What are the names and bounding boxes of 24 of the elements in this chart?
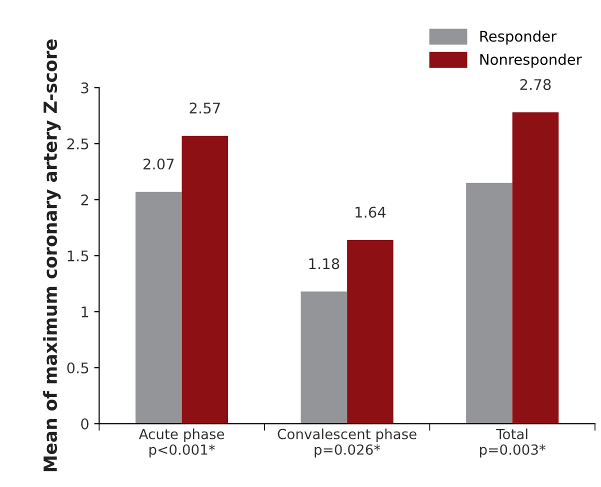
data-label: 2.07: [143, 158, 174, 170]
legend-label: Nonresponder: [480, 54, 582, 68]
x-tick-label: Acute phase p<0.001*: [138, 428, 224, 458]
y-tick-label: 0.5: [67, 362, 88, 374]
bar: [512, 112, 559, 424]
data-label: 1.64: [356, 206, 386, 218]
y-tick-label: 1.5: [68, 250, 88, 262]
legend-label: Responder: [480, 30, 557, 45]
bar: [300, 292, 348, 424]
y-tick-label: 2: [81, 194, 88, 206]
bar: [466, 182, 512, 424]
data-label: 2.78: [520, 79, 551, 90]
y-tick-label: 3: [81, 82, 88, 94]
bar: [182, 136, 228, 424]
x-tick-label: Total p=0.003*: [480, 428, 546, 458]
data-label: 1.18: [309, 258, 340, 270]
bar: [136, 192, 182, 424]
y-tick-label: 0: [81, 418, 88, 430]
y-axis-title: Mean of maximum coronary artery Z-score: [43, 39, 61, 472]
bar: [347, 240, 394, 424]
data-label: 2.57: [190, 102, 220, 114]
x-tick-label: Convalescent phase p=0.026*: [278, 428, 416, 458]
y-tick-label: 1: [82, 306, 88, 318]
y-tick-label: 2.5: [67, 138, 88, 150]
